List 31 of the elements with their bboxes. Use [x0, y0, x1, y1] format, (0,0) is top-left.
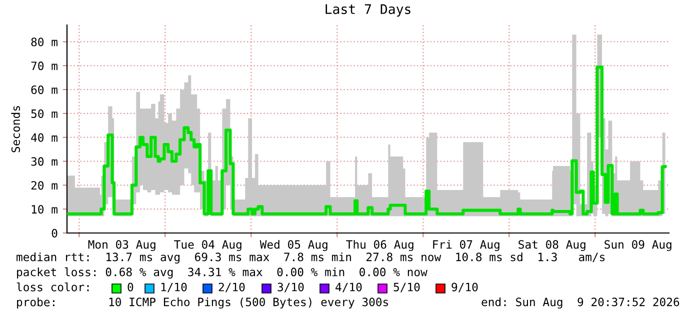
y-tick-label: 80 m: [31, 38, 58, 46]
text: 0: [128, 282, 134, 292]
x-tick-label: Wed 05 Aug: [260, 240, 328, 252]
text: 10 ICMP Echo Pings (500 Bytes) every 300s: [109, 297, 388, 309]
x-tick-label: Sun 09 Aug: [604, 240, 672, 252]
y-axis-title: Seconds: [11, 106, 20, 152]
y-tick-label: 50 m: [31, 109, 58, 118]
x-tick-label: Sat 08 Aug: [518, 240, 586, 252]
x-tick-label: Mon 03 Aug: [88, 240, 156, 252]
y-tick-label: 30 m: [31, 157, 58, 166]
y-tick-label: 40 m: [31, 133, 58, 142]
text: end: Sun Aug 9 20:37:52 2026: [482, 297, 680, 309]
text: 4/10: [336, 282, 362, 292]
text: packet loss: 0.68 % avg 34.31 % max 0.00 % min 0.00 % now: [17, 267, 428, 279]
text: 9/10: [452, 282, 478, 292]
text: probe:: [17, 298, 54, 309]
text: 3/10: [278, 282, 304, 292]
text: 1/10: [161, 282, 187, 292]
y-tick-label: 70 m: [31, 62, 58, 70]
x-tick-label: Thu 06 Aug: [346, 240, 414, 252]
y-tick-label: 20 m: [31, 181, 58, 190]
y-tick-label: 10 m: [32, 204, 58, 214]
x-tick-label: Fri 07 Aug: [433, 240, 500, 252]
chart-title: Last 7 Days: [326, 4, 410, 17]
text: loss color:: [16, 282, 89, 292]
x-tick-label: Tue 04 Aug: [174, 240, 242, 252]
text: 2/10: [218, 282, 245, 292]
text: median rtt: 13.7 ms avg 69.3 ms max 7.8 ms min 27.8 ms now 10.8 ms sd 1.3 am/s: [16, 252, 605, 264]
y-tick-label: 0: [52, 228, 58, 238]
y-tick-label: 60 m: [31, 85, 58, 94]
text: 5/10: [394, 282, 420, 292]
